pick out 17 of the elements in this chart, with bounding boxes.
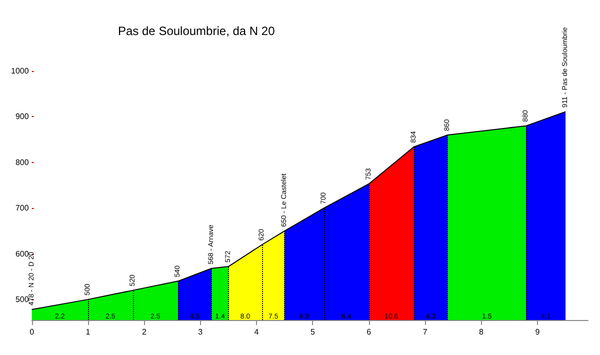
x-tick-label: 9 xyxy=(535,328,540,336)
x-tick-label: 0 xyxy=(30,328,35,336)
chart-title: Pas de Souloumbrie, da N 20 xyxy=(118,24,276,38)
x-tick-label: 5 xyxy=(310,328,316,336)
y-tick-label: 600 xyxy=(15,249,30,258)
x-tick-label: 4 xyxy=(254,328,260,336)
y-tick-label: 500 xyxy=(15,294,30,304)
y-tick-label: 700 xyxy=(15,204,30,213)
y-tick-label: 800 xyxy=(15,158,30,167)
x-tick-label: 7 xyxy=(422,328,428,336)
x-tick-label: 6 xyxy=(366,328,372,336)
y-tick-label: 1000 xyxy=(11,66,30,76)
x-tick-label: 8 xyxy=(479,328,484,336)
x-tick-label: 1 xyxy=(86,328,91,336)
x-tick-label: 2 xyxy=(142,328,147,336)
y-tick-label: 900 xyxy=(15,112,30,122)
x-tick-label: 3 xyxy=(198,328,204,336)
